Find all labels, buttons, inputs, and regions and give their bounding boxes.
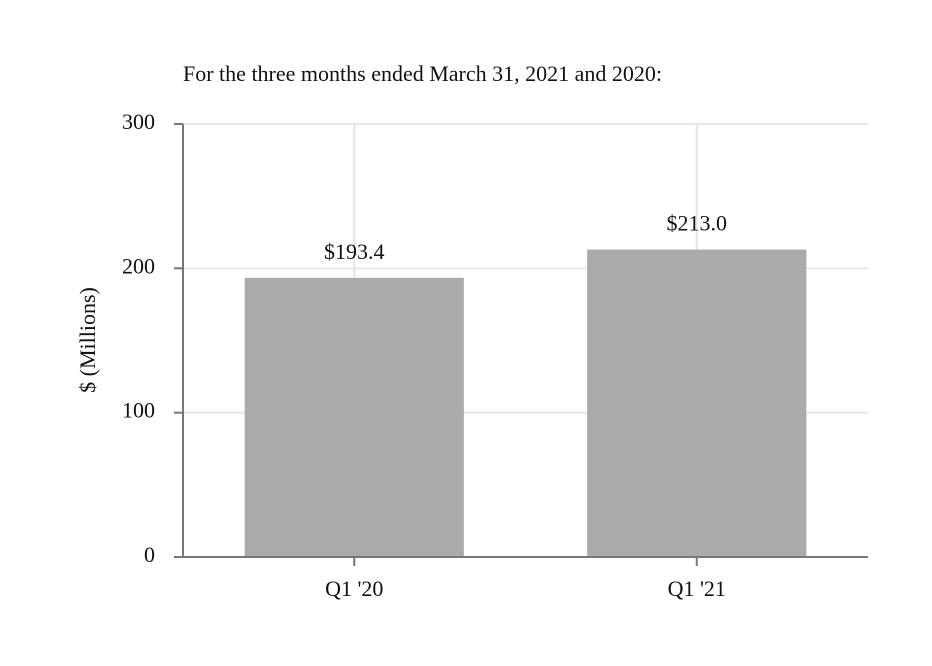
y-tick-label: 0 [144, 542, 155, 567]
y-axis-label: $ (Millions) [75, 287, 100, 393]
x-tick-label: Q1 '20 [325, 576, 383, 601]
value-label: $193.4 [324, 239, 385, 264]
y-tick-label: 200 [122, 253, 155, 278]
y-tick-label: 100 [122, 398, 155, 423]
bar [587, 249, 807, 557]
value-label: $213.0 [667, 211, 728, 236]
chart-title: For the three months ended March 31, 202… [183, 61, 662, 86]
bar [244, 277, 464, 557]
x-tick-label: Q1 '21 [668, 576, 726, 601]
y-tick-label: 300 [122, 109, 155, 134]
